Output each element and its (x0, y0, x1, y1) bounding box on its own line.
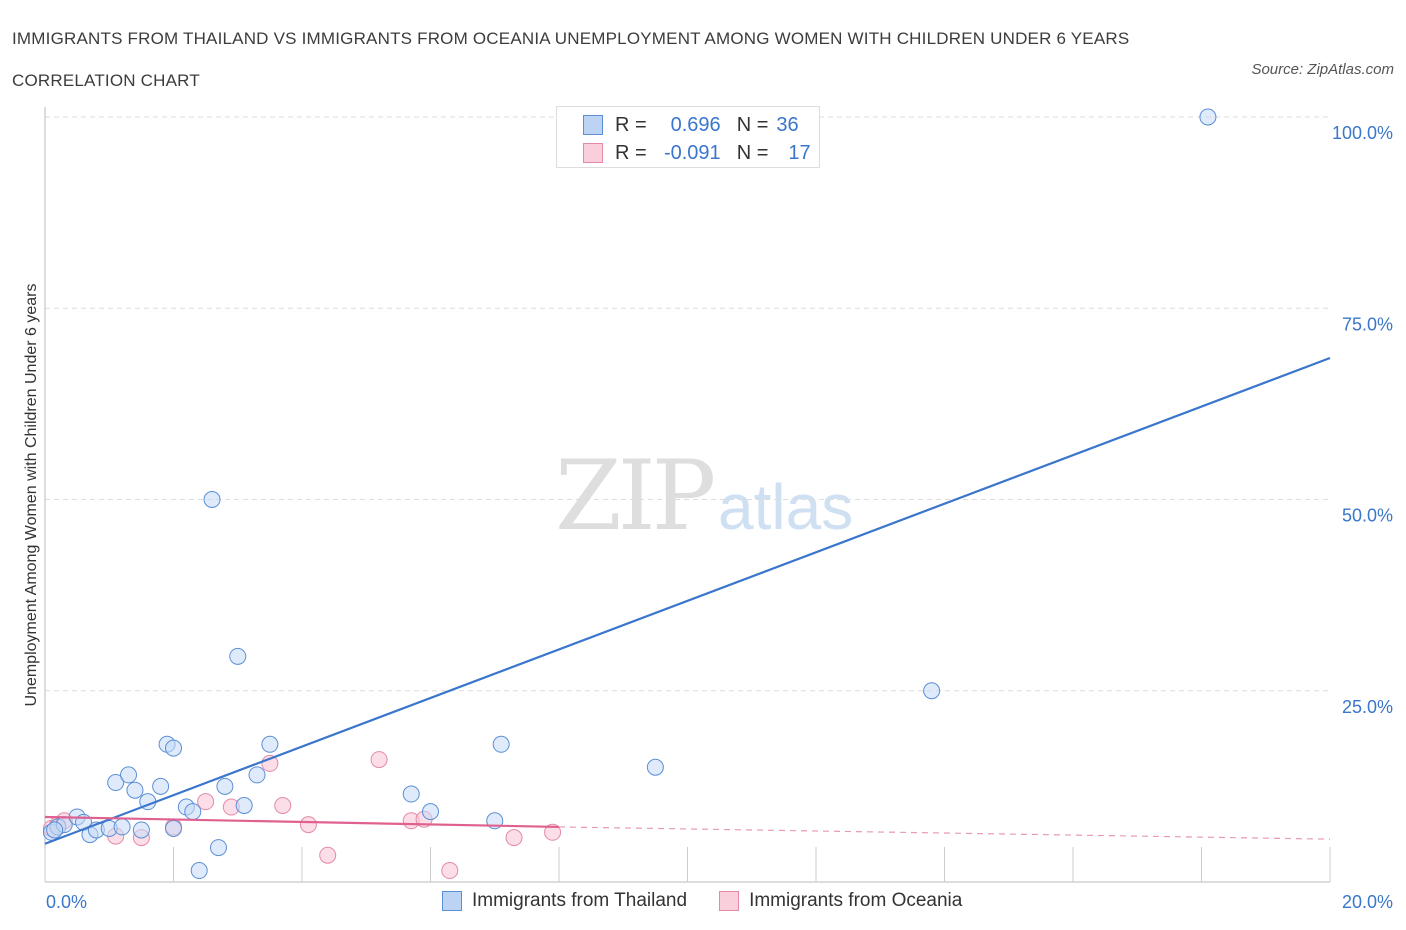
oceania-point (274, 797, 292, 814)
series-legend: Immigrants from Thailand Immigrants from… (442, 890, 994, 912)
thailand-point (261, 735, 279, 753)
thailand-n-value: 36 (776, 113, 799, 136)
thailand-point (923, 682, 941, 700)
r-label: R = (615, 113, 647, 136)
oceania-n-value: 17 (788, 141, 811, 164)
y-tick-label: 50.0% (1342, 506, 1393, 526)
thailand-point (209, 839, 227, 857)
thailand-point (248, 766, 266, 784)
y-tick-label: 75.0% (1342, 314, 1393, 334)
n-label: N = (736, 113, 769, 136)
oceania-point (544, 823, 562, 841)
watermark-atlas: atlas (718, 471, 854, 543)
x-tick-label: 20.0% (1342, 892, 1393, 912)
thailand-point (165, 819, 182, 837)
thailand-point (107, 774, 125, 792)
thailand-point (152, 777, 170, 795)
thailand-point (46, 821, 64, 839)
source-label: Source: ZipAtlas.com (1251, 61, 1394, 78)
thailand-point (120, 766, 138, 784)
oceania-legend-swatch (719, 891, 740, 911)
y-tick-label: 100.0% (1332, 123, 1393, 143)
oceania-trendline (44, 815, 560, 829)
stats-legend: R = 0.696 N = 36 R = -0.091 N = 17 (556, 106, 820, 168)
chart-title: IMMIGRANTS FROM THAILAND VS IMMIGRANTS F… (12, 29, 1130, 90)
thailand-swatch (583, 115, 603, 135)
thailand-point (422, 803, 439, 821)
thailand-point (203, 491, 221, 508)
thailand-r-value: 0.696 (670, 113, 721, 136)
thailand-trendline (44, 356, 1331, 845)
legend-item-oceania[interactable]: Immigrants from Oceania (719, 890, 962, 912)
thailand-point (402, 785, 420, 803)
thailand-point (646, 758, 664, 776)
oceania-trendline-extension (558, 826, 1331, 840)
thailand-point (132, 821, 150, 839)
thailand-legend-label: Immigrants from Thailand (472, 890, 688, 911)
oceania-point (299, 816, 317, 834)
thailand-legend-swatch (442, 891, 462, 911)
watermark-zip: ZIP (555, 440, 716, 552)
thailand-point (113, 818, 131, 836)
legend-row-oceania: R = -0.091 N = 17 (583, 140, 811, 166)
thailand-point (229, 647, 247, 665)
r-label: R = (615, 141, 647, 164)
oceania-point (505, 829, 523, 847)
thailand-point (1199, 108, 1217, 126)
thailand-point (126, 781, 144, 799)
y-axis-title: Unemployment Among Women with Children U… (23, 283, 40, 707)
thailand-point (184, 803, 202, 821)
thailand-point (190, 862, 208, 880)
x-tick-label: 0.0% (46, 892, 87, 912)
oceania-swatch (583, 143, 603, 163)
oceania-point (319, 846, 337, 864)
oceania-point (197, 793, 215, 811)
oceania-legend-label: Immigrants from Oceania (749, 890, 963, 911)
y-tick-label: 25.0% (1342, 697, 1393, 717)
thailand-point (235, 797, 253, 814)
legend-row-thailand: R = 0.696 N = 36 (583, 112, 799, 138)
thailand-point (165, 739, 182, 757)
thailand-point (492, 735, 510, 753)
legend-item-thailand[interactable]: Immigrants from Thailand (442, 890, 687, 912)
n-label: N = (736, 141, 769, 164)
oceania-r-value: -0.091 (663, 141, 721, 164)
oceania-point (370, 751, 388, 769)
oceania-point (441, 862, 459, 880)
thailand-point (216, 777, 234, 795)
